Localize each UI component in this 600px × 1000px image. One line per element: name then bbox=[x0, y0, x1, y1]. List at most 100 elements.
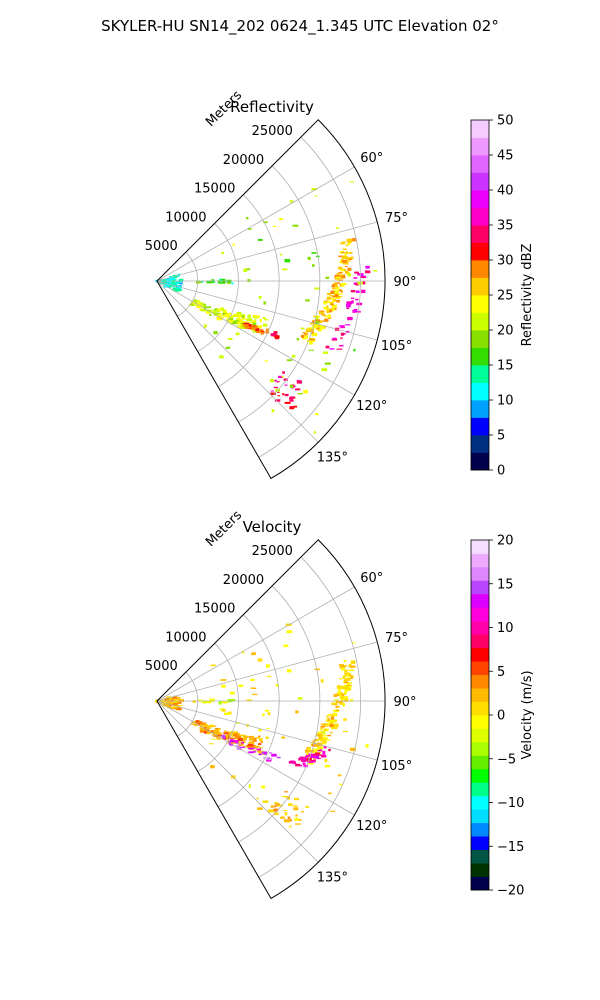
echo-cell bbox=[254, 750, 257, 753]
echo-cell bbox=[290, 406, 294, 408]
echo-cell bbox=[239, 314, 246, 316]
echo-cell bbox=[365, 265, 370, 269]
echo-cell bbox=[314, 755, 320, 759]
echo-cell bbox=[231, 282, 234, 285]
echo-cell bbox=[332, 306, 335, 310]
echo-cell bbox=[326, 715, 329, 718]
range-ring bbox=[217, 194, 280, 388]
echo-cell bbox=[280, 816, 285, 819]
azimuth-tick-label: 90° bbox=[393, 695, 416, 710]
echo-cell bbox=[274, 803, 280, 805]
echo-cell bbox=[335, 293, 339, 297]
echo-cell bbox=[236, 325, 239, 327]
echo-cell bbox=[194, 301, 199, 303]
echo-cell bbox=[339, 293, 343, 295]
echo-cell bbox=[257, 239, 263, 241]
echo-cell bbox=[227, 282, 231, 284]
echo-cell bbox=[257, 749, 261, 752]
echo-cell bbox=[246, 217, 249, 220]
echo-cell bbox=[340, 337, 343, 339]
echo-cell bbox=[342, 703, 345, 707]
colorbar-bin bbox=[471, 768, 489, 783]
echo-cell bbox=[289, 406, 295, 410]
echo-cell bbox=[352, 642, 356, 644]
echo-cell bbox=[273, 331, 277, 334]
echo-cell bbox=[276, 756, 281, 759]
echo-cell bbox=[304, 333, 309, 335]
echo-cell bbox=[263, 221, 268, 224]
echo-cell bbox=[316, 317, 319, 320]
echo-cell bbox=[221, 684, 226, 688]
echo-cell bbox=[340, 284, 345, 287]
echo-cell bbox=[177, 709, 181, 711]
echo-cell bbox=[206, 727, 211, 730]
echo-cell bbox=[329, 724, 335, 728]
colorbar-bin bbox=[471, 620, 489, 635]
echo-cell bbox=[219, 355, 224, 359]
echo-cell bbox=[286, 359, 293, 362]
echo-cell bbox=[306, 747, 311, 750]
echo-cell bbox=[341, 667, 344, 670]
echo-cell bbox=[323, 729, 327, 731]
azimuth-spoke bbox=[156, 166, 355, 282]
echo-cell bbox=[314, 668, 320, 671]
echo-cell bbox=[317, 750, 323, 752]
echo-cell bbox=[294, 817, 299, 821]
echo-cell bbox=[302, 338, 307, 340]
echo-cell bbox=[172, 698, 179, 701]
azimuth-spoke bbox=[156, 586, 355, 702]
velocity-plot: 60° 75° 90° 105° 120° 135° 5000 10000 15000 20000… bbox=[145, 508, 417, 900]
colorbar-bin bbox=[471, 190, 489, 208]
echo-cell bbox=[275, 684, 279, 687]
echo-cell bbox=[206, 725, 209, 727]
echo-cell bbox=[270, 806, 276, 808]
echo-cell bbox=[287, 669, 292, 673]
echo-cell bbox=[353, 309, 358, 313]
echo-cell bbox=[224, 712, 231, 715]
echo-cell bbox=[172, 288, 177, 291]
echo-cell bbox=[340, 259, 344, 263]
echo-cell bbox=[344, 265, 348, 267]
echo-region bbox=[203, 181, 378, 434]
echo-cell bbox=[305, 299, 310, 302]
echo-cell bbox=[234, 314, 239, 316]
echo-cell bbox=[226, 734, 231, 738]
echo-cell bbox=[237, 733, 240, 736]
echo-region bbox=[270, 371, 302, 410]
echo-cell bbox=[326, 309, 331, 313]
echo-cell bbox=[334, 282, 340, 284]
echo-cell bbox=[296, 338, 299, 341]
echo-cell bbox=[243, 739, 246, 743]
echo-cell bbox=[210, 664, 217, 667]
echo-cell bbox=[274, 399, 281, 402]
echo-cell bbox=[305, 758, 310, 761]
echo-cell bbox=[338, 279, 343, 281]
echo-cell bbox=[236, 315, 241, 318]
range-tick-label: 20000 bbox=[223, 153, 264, 168]
echo-cell bbox=[282, 796, 289, 798]
echo-cell bbox=[338, 325, 344, 327]
echo-cell bbox=[334, 296, 341, 299]
azimuth-tick-label: 90° bbox=[393, 275, 416, 290]
echo-region bbox=[209, 623, 369, 812]
echo-cell bbox=[312, 323, 318, 325]
echo-cell bbox=[314, 752, 320, 756]
echo-cell bbox=[170, 706, 175, 710]
echo-cell bbox=[237, 321, 241, 325]
echo-cell bbox=[338, 664, 344, 666]
echo-cell bbox=[350, 290, 356, 293]
echo-cell bbox=[201, 724, 206, 726]
echo-cell bbox=[232, 322, 236, 325]
range-tick-label: 10000 bbox=[165, 630, 206, 645]
echo-cell bbox=[330, 810, 336, 812]
colorbar-bin bbox=[471, 607, 489, 622]
colorbar-tick-label: −5 bbox=[497, 752, 516, 767]
echo-cell bbox=[233, 320, 240, 322]
echo-cell bbox=[350, 747, 356, 752]
echo-cell bbox=[350, 699, 354, 702]
azimuth-spoke bbox=[156, 280, 319, 443]
echo-cell bbox=[293, 405, 298, 408]
colorbar-bin bbox=[471, 260, 489, 278]
reflectivity-panel: Reflectivity 60° 75° 90° 105° 120° 135° 5000 10… bbox=[145, 88, 535, 480]
echo-cell bbox=[320, 723, 327, 725]
